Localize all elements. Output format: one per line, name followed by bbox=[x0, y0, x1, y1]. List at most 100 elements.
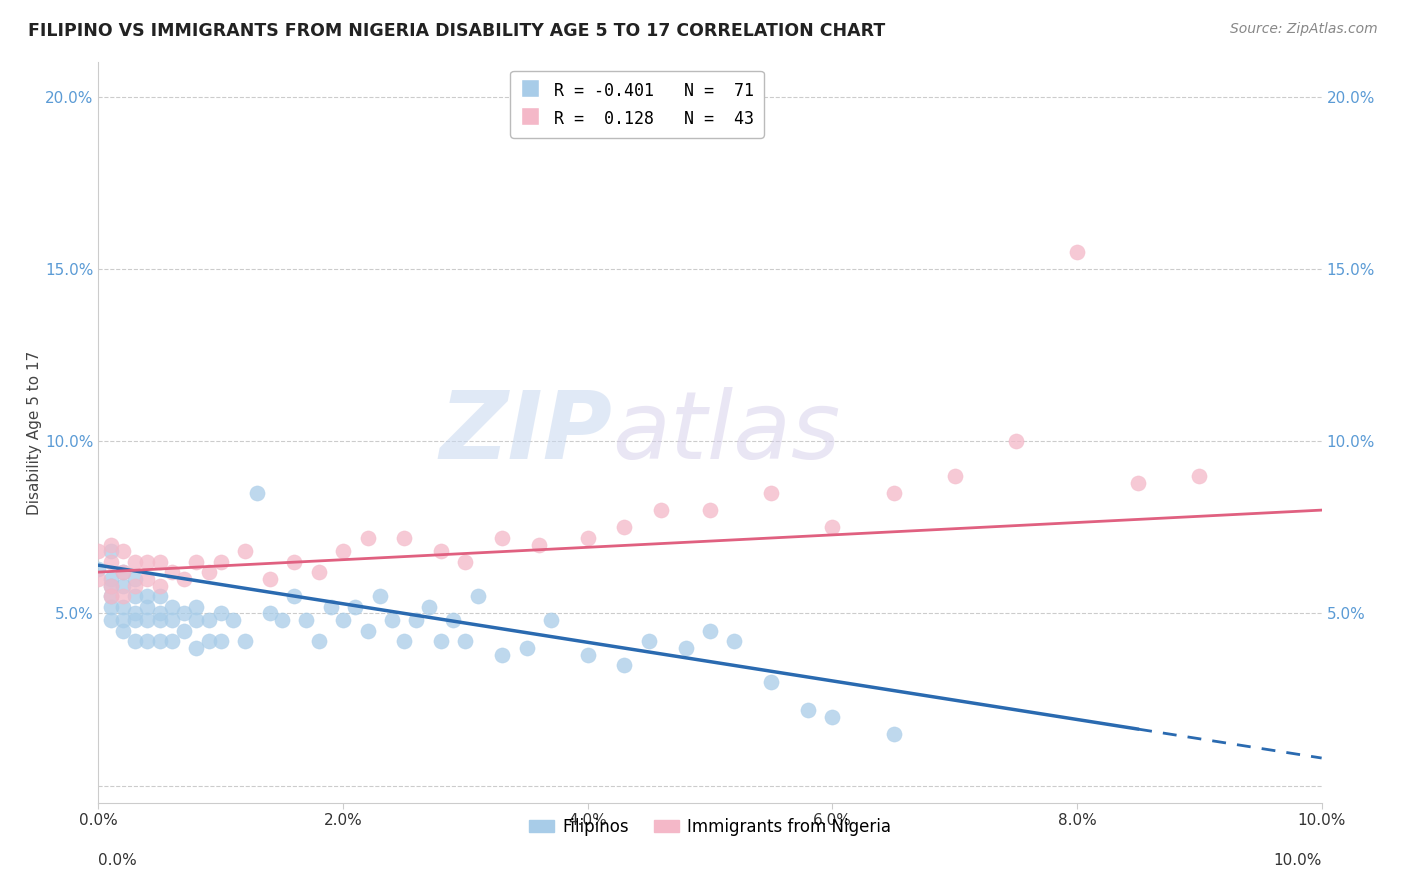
Point bbox=[149, 613, 172, 627]
Point bbox=[209, 634, 232, 648]
Point bbox=[613, 658, 636, 673]
Point bbox=[160, 599, 183, 614]
Point bbox=[650, 503, 672, 517]
Point bbox=[637, 634, 661, 648]
Point bbox=[381, 613, 404, 627]
Point bbox=[124, 555, 146, 569]
Point bbox=[173, 607, 195, 621]
Point bbox=[613, 520, 636, 534]
Text: FILIPINO VS IMMIGRANTS FROM NIGERIA DISABILITY AGE 5 TO 17 CORRELATION CHART: FILIPINO VS IMMIGRANTS FROM NIGERIA DISA… bbox=[28, 22, 886, 40]
Point bbox=[516, 640, 538, 655]
Point bbox=[209, 607, 232, 621]
Point bbox=[1004, 434, 1026, 449]
Point bbox=[186, 555, 208, 569]
Point bbox=[356, 624, 378, 638]
Point bbox=[797, 703, 820, 717]
Point bbox=[124, 572, 146, 586]
Point bbox=[1128, 475, 1150, 490]
Point bbox=[173, 572, 195, 586]
Point bbox=[160, 634, 183, 648]
Point bbox=[283, 555, 305, 569]
Point bbox=[759, 486, 782, 500]
Point bbox=[418, 599, 440, 614]
Point bbox=[124, 634, 146, 648]
Point bbox=[100, 555, 122, 569]
Point bbox=[259, 572, 281, 586]
Point bbox=[319, 599, 342, 614]
Point bbox=[295, 613, 318, 627]
Text: 10.0%: 10.0% bbox=[1274, 853, 1322, 868]
Text: ZIP: ZIP bbox=[439, 386, 612, 479]
Point bbox=[100, 579, 122, 593]
Point bbox=[136, 589, 159, 603]
Point bbox=[124, 589, 146, 603]
Point bbox=[259, 607, 281, 621]
Point bbox=[136, 634, 159, 648]
Point bbox=[308, 634, 330, 648]
Point bbox=[1188, 468, 1211, 483]
Point bbox=[430, 634, 453, 648]
Point bbox=[100, 572, 122, 586]
Point bbox=[441, 613, 464, 627]
Point bbox=[160, 565, 183, 579]
Point bbox=[136, 555, 159, 569]
Point bbox=[136, 599, 159, 614]
Point bbox=[308, 565, 330, 579]
Point bbox=[100, 589, 122, 603]
Point bbox=[246, 486, 269, 500]
Point bbox=[149, 579, 172, 593]
Point bbox=[467, 589, 489, 603]
Text: atlas: atlas bbox=[612, 387, 841, 478]
Point bbox=[233, 544, 256, 558]
Point bbox=[197, 565, 219, 579]
Point bbox=[87, 561, 110, 575]
Point bbox=[540, 613, 562, 627]
Point bbox=[186, 599, 208, 614]
Point bbox=[491, 531, 513, 545]
Point bbox=[344, 599, 367, 614]
Text: Source: ZipAtlas.com: Source: ZipAtlas.com bbox=[1230, 22, 1378, 37]
Point bbox=[111, 624, 134, 638]
Point bbox=[136, 572, 159, 586]
Point bbox=[759, 675, 782, 690]
Legend: Filipinos, Immigrants from Nigeria: Filipinos, Immigrants from Nigeria bbox=[522, 811, 898, 843]
Point bbox=[283, 589, 305, 603]
Point bbox=[527, 537, 550, 551]
Point bbox=[111, 565, 134, 579]
Point bbox=[699, 503, 721, 517]
Point bbox=[100, 579, 122, 593]
Point bbox=[111, 613, 134, 627]
Point bbox=[454, 555, 477, 569]
Point bbox=[332, 544, 354, 558]
Point bbox=[100, 537, 122, 551]
Point bbox=[821, 520, 844, 534]
Point bbox=[87, 572, 110, 586]
Point bbox=[392, 531, 416, 545]
Point bbox=[197, 613, 219, 627]
Point bbox=[100, 613, 122, 627]
Point bbox=[723, 634, 745, 648]
Point bbox=[87, 544, 110, 558]
Point bbox=[1066, 244, 1088, 259]
Point bbox=[111, 589, 134, 603]
Point bbox=[100, 589, 122, 603]
Point bbox=[100, 544, 122, 558]
Point bbox=[124, 579, 146, 593]
Point bbox=[454, 634, 477, 648]
Point bbox=[821, 709, 844, 723]
Point bbox=[173, 624, 195, 638]
Point bbox=[111, 599, 134, 614]
Point bbox=[699, 624, 721, 638]
Point bbox=[233, 634, 256, 648]
Point bbox=[675, 640, 697, 655]
Point bbox=[197, 634, 219, 648]
Point bbox=[430, 544, 453, 558]
Point bbox=[209, 555, 232, 569]
Point bbox=[149, 555, 172, 569]
Point bbox=[576, 648, 599, 662]
Point bbox=[576, 531, 599, 545]
Text: 0.0%: 0.0% bbox=[98, 853, 138, 868]
Point bbox=[883, 486, 905, 500]
Y-axis label: Disability Age 5 to 17: Disability Age 5 to 17 bbox=[27, 351, 42, 515]
Point bbox=[332, 613, 354, 627]
